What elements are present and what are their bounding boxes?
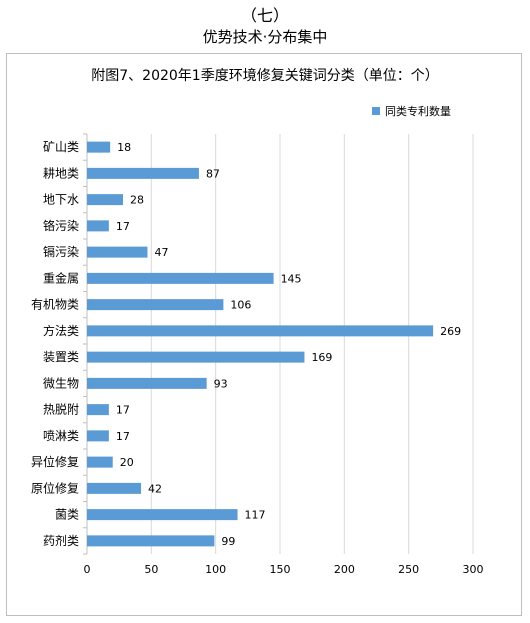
category-label: 矿山类	[43, 140, 79, 154]
x-tick-label: 300	[463, 563, 484, 576]
chart-title: 附图7、2020年1季度环境修复关键词分类（单位：个）	[91, 68, 439, 84]
bar	[87, 404, 109, 416]
category-label: 药剂类	[43, 533, 79, 548]
x-tick-label: 200	[334, 563, 355, 576]
category-label: 地下水	[43, 193, 79, 207]
x-tick-label: 100	[205, 563, 226, 576]
data-label: 269	[440, 325, 461, 338]
data-label: 47	[154, 246, 168, 259]
category-label: 喷淋类	[43, 429, 79, 443]
bar	[87, 141, 111, 153]
data-label: 17	[116, 404, 130, 417]
bar	[87, 246, 148, 258]
data-label: 18	[117, 141, 131, 154]
section-number: （七）	[240, 6, 289, 25]
data-label: 93	[214, 377, 228, 390]
data-label: 17	[116, 430, 130, 443]
data-label: 145	[281, 272, 302, 285]
category-label: 重金属	[43, 270, 79, 285]
x-tick-label: 250	[398, 563, 419, 576]
bar	[87, 220, 109, 232]
data-label: 87	[206, 167, 220, 180]
bar	[87, 509, 238, 521]
data-label: 106	[230, 299, 251, 312]
category-label: 微生物	[43, 376, 79, 390]
legend-label: 同类专利数量	[385, 105, 451, 118]
bar	[87, 325, 434, 337]
bar	[87, 535, 215, 547]
bar	[87, 272, 274, 284]
data-label: 20	[120, 456, 134, 469]
data-label: 99	[221, 535, 235, 548]
chart-legend: 同类专利数量	[372, 103, 451, 119]
category-label: 菌类	[55, 508, 79, 522]
category-label: 铬污染	[43, 218, 79, 233]
bar	[87, 456, 113, 468]
category-label: 热脱附	[43, 402, 79, 417]
data-label: 28	[130, 194, 144, 207]
x-tick-label: 0	[84, 563, 91, 576]
bar	[87, 167, 199, 179]
bar	[87, 194, 124, 206]
category-label: 有机物类	[31, 298, 79, 312]
bar	[87, 430, 109, 442]
bar	[87, 351, 305, 363]
bar	[87, 482, 142, 494]
category-label: 原位修复	[31, 480, 79, 495]
x-tick-label: 50	[144, 563, 158, 576]
bar	[87, 299, 224, 311]
category-label: 镉污染	[43, 244, 79, 259]
section-title: 优势技术·分布集中	[202, 28, 328, 46]
data-label: 42	[148, 482, 162, 495]
data-label: 17	[116, 220, 130, 233]
category-label: 异位修复	[31, 454, 79, 469]
data-label: 117	[245, 509, 266, 522]
category-label: 方法类	[43, 323, 79, 338]
legend-swatch	[372, 107, 380, 115]
category-label: 耕地类	[43, 165, 79, 180]
category-label: 装置类	[43, 350, 79, 364]
bar	[87, 377, 207, 389]
data-label: 169	[311, 351, 332, 364]
x-tick-label: 150	[270, 563, 291, 576]
